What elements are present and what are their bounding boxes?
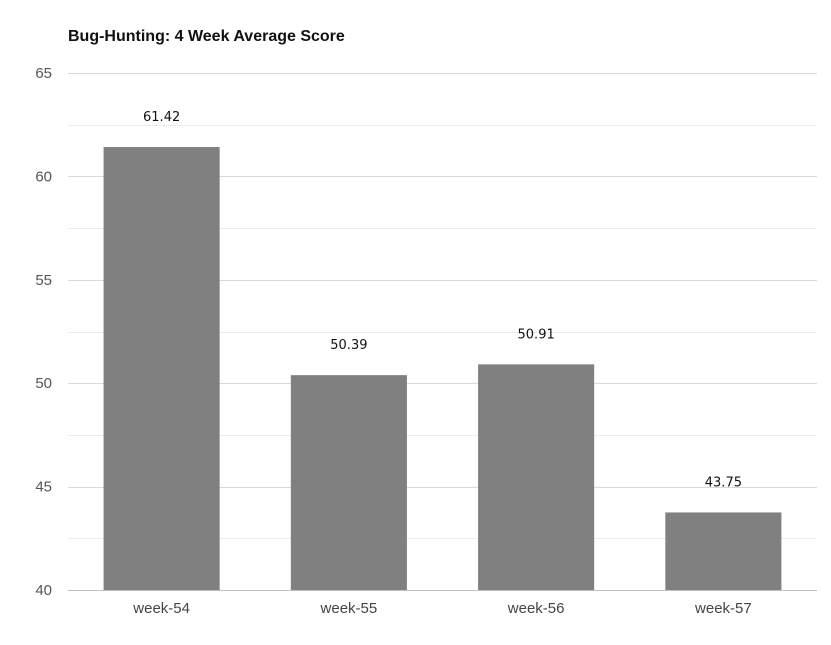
x-tick-label: week-55 xyxy=(320,600,378,617)
x-axis-ticks: week-54 week-55 week-56 week-57 xyxy=(132,600,751,617)
y-tick-label: 45 xyxy=(35,479,52,496)
data-label: 61.42 xyxy=(143,110,180,125)
data-label: 50.39 xyxy=(330,338,367,353)
y-tick-label: 55 xyxy=(35,272,52,289)
data-labels: 61.42 50.39 50.91 43.75 xyxy=(143,110,742,490)
y-axis-ticks: 40 45 50 55 60 65 xyxy=(35,65,52,599)
bar-week-56 xyxy=(478,364,595,590)
y-tick-label: 60 xyxy=(35,168,52,185)
y-tick-label: 50 xyxy=(35,375,52,392)
bar-week-55 xyxy=(290,375,407,590)
data-label: 50.91 xyxy=(518,327,555,342)
x-tick-label: week-54 xyxy=(132,600,190,617)
y-tick-label: 40 xyxy=(35,582,52,599)
y-tick-label: 65 xyxy=(35,65,52,82)
x-tick-label: week-56 xyxy=(507,600,565,617)
bars xyxy=(103,147,782,590)
data-label: 43.75 xyxy=(705,475,742,490)
x-tick-label: week-57 xyxy=(694,600,752,617)
chart-title: Bug-Hunting: 4 Week Average Score xyxy=(68,28,345,45)
bar-week-57 xyxy=(665,512,782,590)
bar-week-54 xyxy=(103,147,220,590)
